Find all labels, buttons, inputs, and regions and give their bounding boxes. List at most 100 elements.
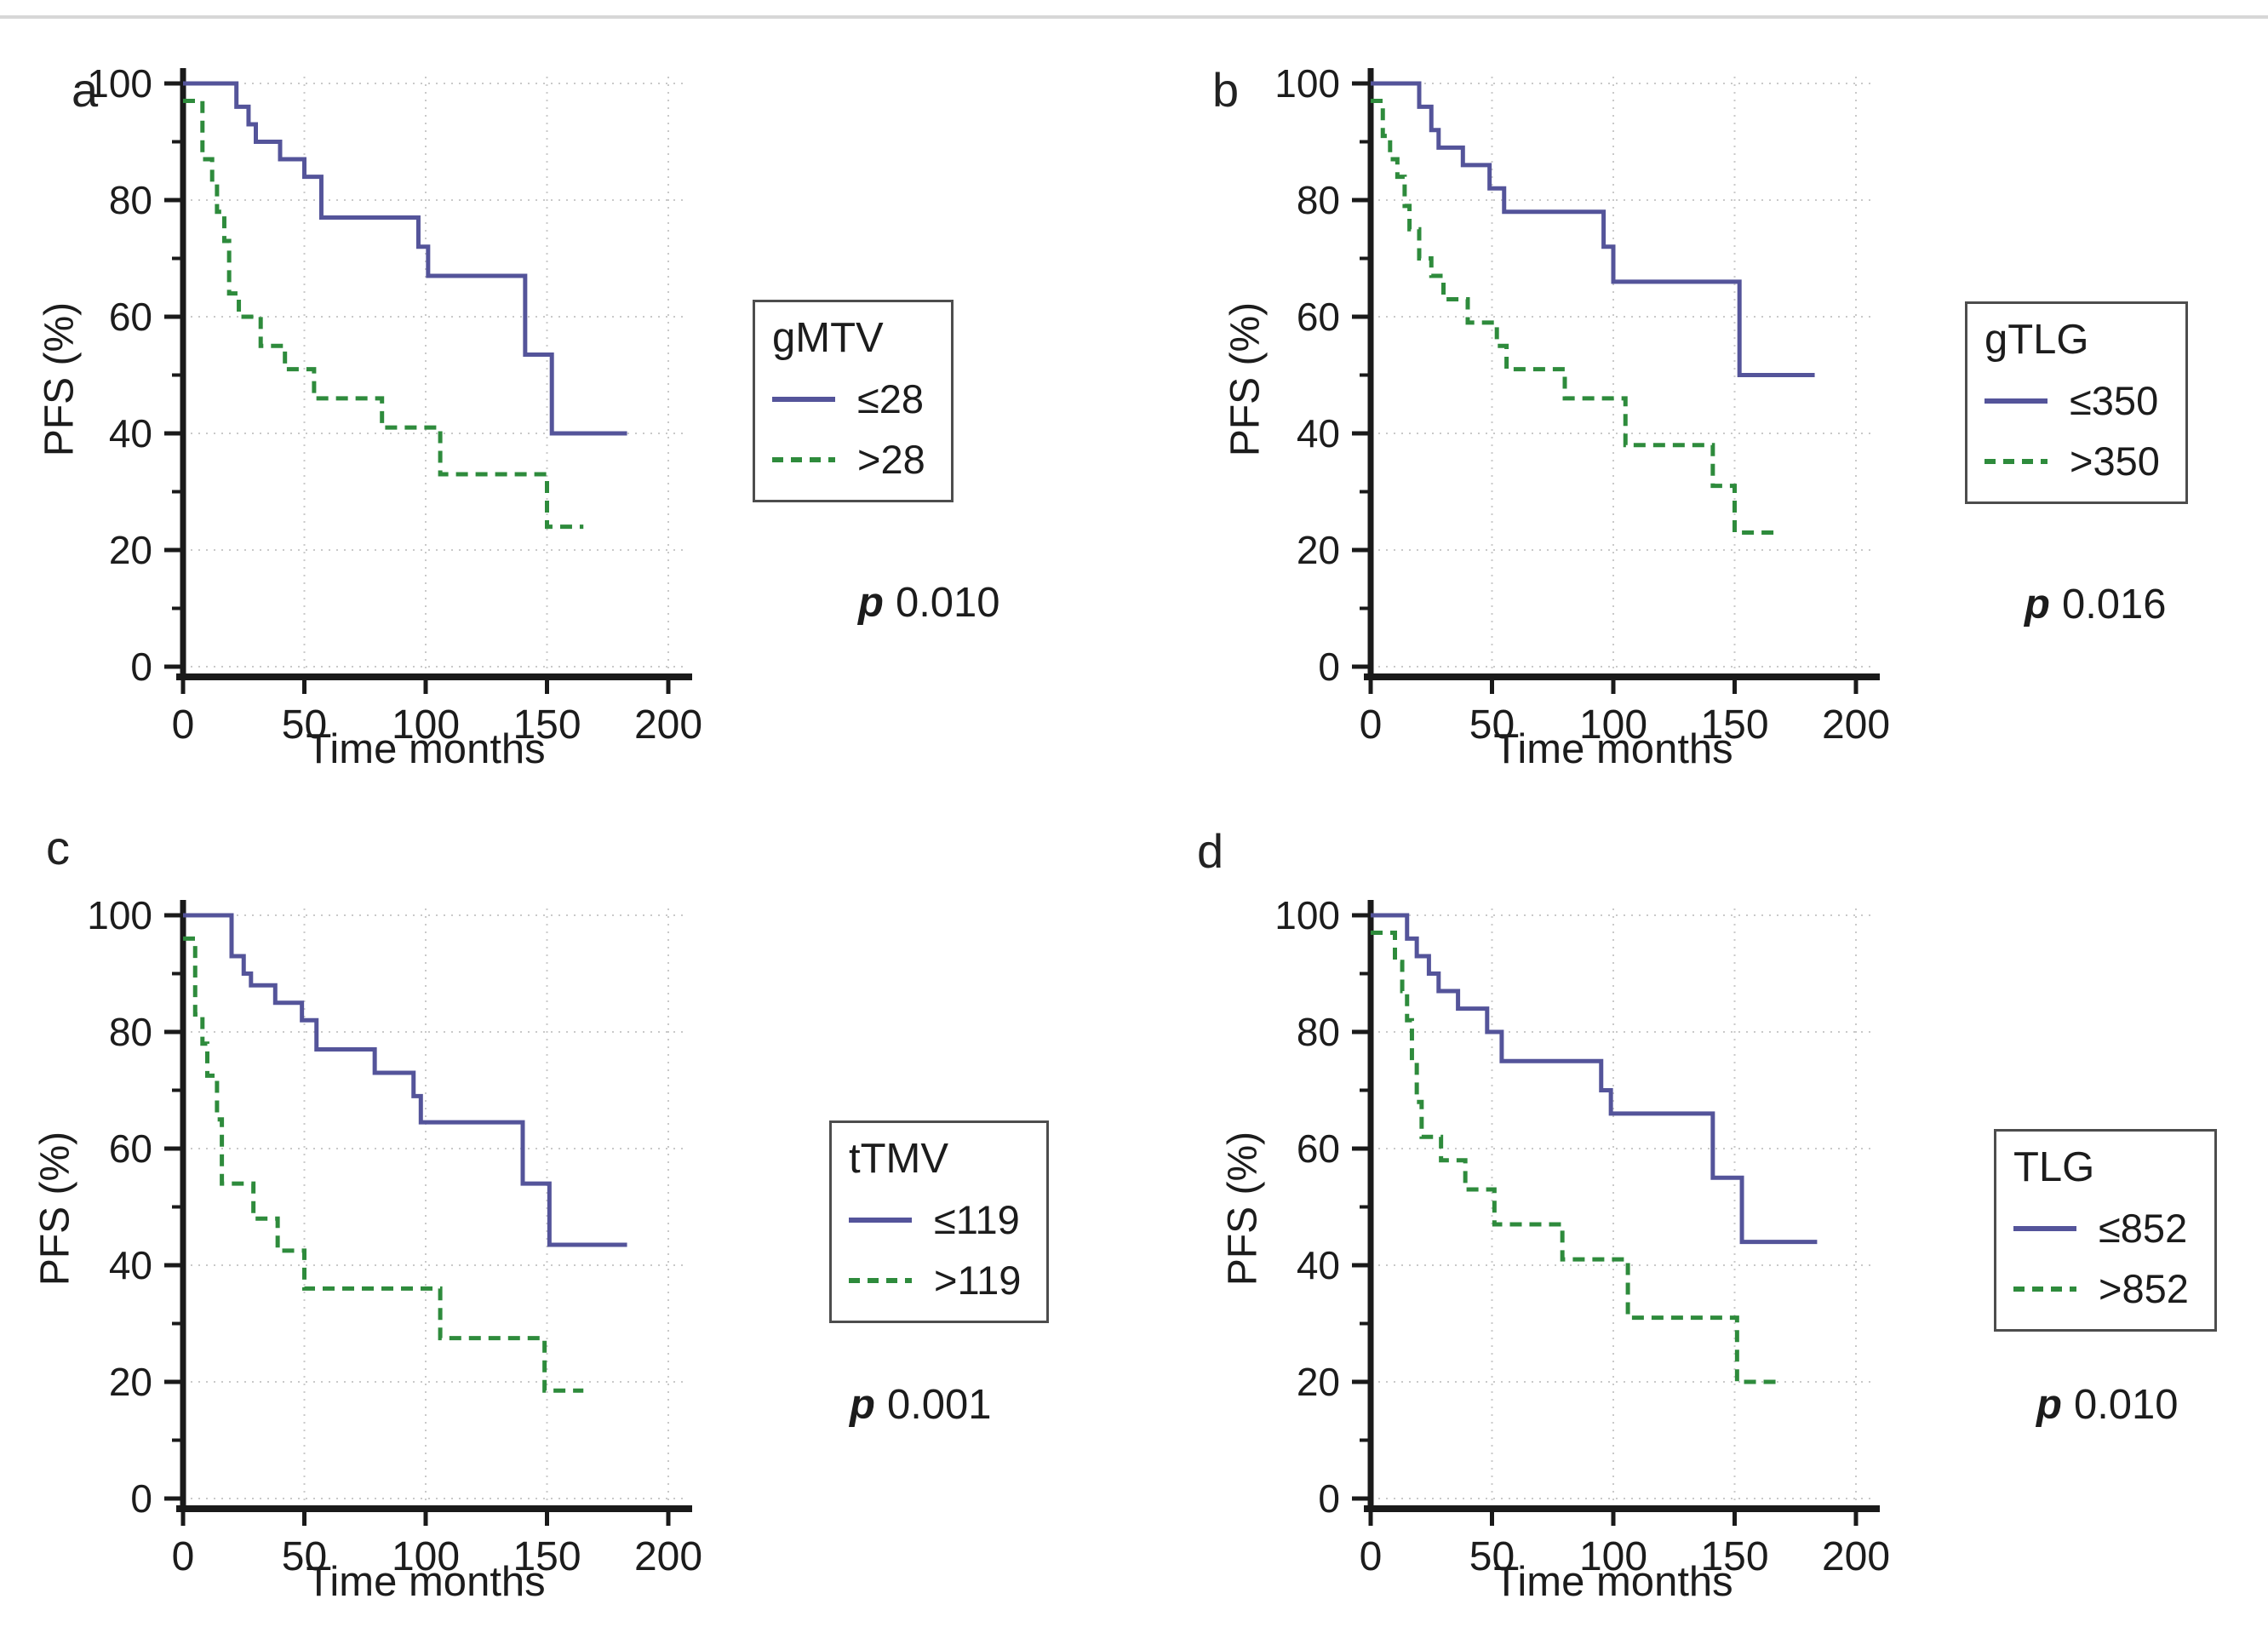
km-plot-d: 0 20 40 60 80 100 0 50 100 150 200 <box>1274 893 1890 1579</box>
y-tick-label: 20 <box>109 1360 152 1404</box>
dashed-line-swatch <box>1984 458 2048 464</box>
p-number: 0.016 <box>2061 582 2167 628</box>
p-number: 0.010 <box>2073 1382 2179 1428</box>
y-tick-label: 0 <box>130 1476 152 1521</box>
solid-line-swatch <box>772 396 835 402</box>
x-tick-label: 150 <box>1700 1534 1768 1579</box>
legend-entry-low: ≤350 <box>1984 377 2160 424</box>
p-symbol: p <box>2036 1382 2062 1428</box>
p-symbol: p <box>2025 582 2050 628</box>
legend-label: >350 <box>2070 438 2160 484</box>
x-tick-label: 0 <box>172 1534 195 1579</box>
x-tick-label: 50 <box>282 702 327 748</box>
x-tick-label: 200 <box>634 702 702 748</box>
top-divider-line <box>0 15 2268 19</box>
y-tick-label: 60 <box>109 295 152 339</box>
y-tick-label: 80 <box>1297 178 1340 222</box>
legend-entry-high: >852 <box>2013 1265 2189 1312</box>
km-curve-low-group <box>183 81 627 436</box>
km-plot-a: 0 20 40 60 80 100 0 50 100 150 200 <box>87 61 702 748</box>
p-value-d: p 0.010 <box>2036 1381 2179 1429</box>
legend-label: ≤350 <box>2070 378 2159 423</box>
p-number: 0.001 <box>886 1382 992 1428</box>
p-symbol: p <box>858 580 884 626</box>
legend-entry-high: >28 <box>772 436 925 483</box>
km-curve-low-group <box>183 913 627 1247</box>
legend-ttmv: tTMV ≤119 >119 <box>829 1120 1050 1323</box>
solid-line-swatch <box>2013 1225 2076 1231</box>
y-tick-label: 100 <box>87 61 152 106</box>
y-tick-label: 40 <box>1297 411 1340 456</box>
panel-label-b: b <box>1212 63 1240 117</box>
y-tick-label: 100 <box>1274 61 1340 106</box>
km-curve-high-group <box>1371 931 1776 1384</box>
y-tick-label: 60 <box>1297 1126 1340 1171</box>
y-tick-label: 80 <box>109 1010 152 1054</box>
x-tick-label: 50 <box>282 1534 327 1579</box>
x-tick-label: 50 <box>1469 702 1515 748</box>
legend-title: gTLG <box>1984 317 2089 363</box>
km-curve-low-group <box>1371 81 1815 377</box>
panel-label-d: d <box>1197 824 1224 878</box>
legend-label: >852 <box>2099 1266 2189 1311</box>
y-tick-label: 100 <box>1274 893 1340 937</box>
km-curve-high-group <box>183 99 584 530</box>
legend-label: ≤852 <box>2099 1206 2188 1251</box>
y-tick-label: 20 <box>1297 1360 1340 1404</box>
y-tick-label: 0 <box>1318 645 1340 689</box>
y-tick-label: 0 <box>1318 1476 1340 1521</box>
y-tick-label: 100 <box>87 893 152 937</box>
x-axis-title-d: Time months <box>1493 1559 1733 1605</box>
y-tick-label: 20 <box>109 528 152 572</box>
x-axis-title-c: Time months <box>306 1559 546 1605</box>
x-axis-title-a: Time months <box>306 726 546 772</box>
p-value-b: p 0.016 <box>2025 581 2167 628</box>
legend-title: TLG <box>2013 1144 2095 1190</box>
legend-label: >119 <box>934 1258 1022 1303</box>
y-tick-label: 80 <box>1297 1010 1340 1054</box>
p-value-c: p 0.001 <box>850 1381 992 1429</box>
x-tick-label: 0 <box>1360 702 1383 748</box>
y-tick-label: 80 <box>109 178 152 222</box>
panel-label-c: c <box>46 821 70 874</box>
y-tick-label: 40 <box>109 1243 152 1287</box>
dashed-line-swatch <box>849 1277 912 1283</box>
p-number: 0.010 <box>895 580 1000 626</box>
legend-label: ≤119 <box>934 1197 1020 1242</box>
legend-entry-low: ≤28 <box>772 375 925 422</box>
x-tick-label: 150 <box>513 702 581 748</box>
x-tick-label: 200 <box>634 1534 702 1579</box>
dashed-line-swatch <box>772 456 835 462</box>
legend-gtlg: gTLG ≤350 >350 <box>1965 301 2188 504</box>
legend-entry-low: ≤852 <box>2013 1205 2189 1252</box>
legend-gmtv: gMTV ≤28 >28 <box>753 300 954 502</box>
x-tick-label: 0 <box>172 702 195 748</box>
y-tick-label: 20 <box>1297 528 1340 572</box>
x-tick-label: 150 <box>1700 702 1768 748</box>
legend-tlg: TLG ≤852 >852 <box>1994 1129 2217 1332</box>
p-symbol: p <box>850 1382 875 1428</box>
y-tick-label: 60 <box>109 1126 152 1171</box>
km-curve-low-group <box>1371 913 1818 1245</box>
x-tick-label: 100 <box>392 1534 460 1579</box>
dashed-line-swatch <box>2013 1286 2076 1292</box>
km-curve-high-group <box>1371 99 1776 535</box>
x-axis-title-b: Time months <box>1493 726 1733 772</box>
y-tick-label: 40 <box>1297 1243 1340 1287</box>
solid-line-swatch <box>1984 398 2048 404</box>
km-curve-high-group <box>183 936 584 1393</box>
legend-entry-low: ≤119 <box>849 1196 1021 1243</box>
x-tick-label: 200 <box>1822 702 1890 748</box>
x-tick-label: 100 <box>1579 702 1647 748</box>
legend-label: ≤28 <box>857 376 925 421</box>
x-tick-label: 50 <box>1469 1534 1515 1579</box>
panel-label-a: a <box>72 63 99 117</box>
y-tick-label: 0 <box>130 645 152 689</box>
legend-entry-high: >350 <box>1984 438 2160 484</box>
legend-title: gMTV <box>772 315 884 361</box>
x-tick-label: 100 <box>1579 1534 1647 1579</box>
x-tick-label: 100 <box>392 702 460 748</box>
p-value-a: p 0.010 <box>858 579 1000 627</box>
legend-title: tTMV <box>849 1136 949 1182</box>
